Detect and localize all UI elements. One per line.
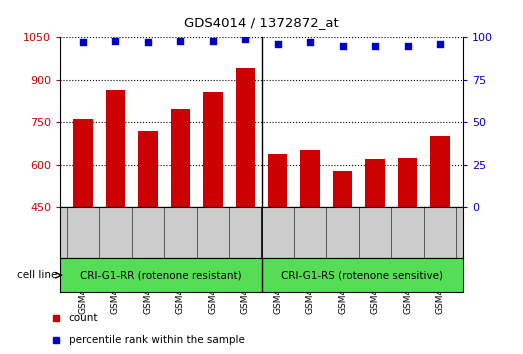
Bar: [138, 131, 157, 207]
Bar: [170, 109, 190, 207]
Text: GDS4014 / 1372872_at: GDS4014 / 1372872_at: [184, 16, 339, 29]
Bar: [268, 154, 288, 207]
Point: [403, 43, 412, 48]
Point: [209, 38, 217, 44]
Point: [338, 43, 347, 48]
Bar: [106, 90, 125, 207]
Point: [111, 38, 120, 44]
Point: [371, 43, 379, 48]
Text: count: count: [69, 313, 98, 323]
Point: [306, 39, 314, 45]
Text: cell line: cell line: [17, 270, 58, 280]
Bar: [203, 92, 222, 207]
Point: [241, 36, 249, 42]
Point: [144, 39, 152, 45]
Bar: [398, 158, 417, 207]
Point: [274, 41, 282, 47]
Point: [176, 38, 185, 44]
Text: CRI-G1-RS (rotenone sensitive): CRI-G1-RS (rotenone sensitive): [281, 270, 443, 280]
Bar: [366, 159, 385, 207]
Bar: [301, 150, 320, 207]
Point: [436, 41, 445, 47]
Point: [78, 39, 87, 45]
Bar: [73, 119, 93, 207]
Bar: [333, 171, 353, 207]
Text: CRI-G1-RR (rotenone resistant): CRI-G1-RR (rotenone resistant): [80, 270, 242, 280]
Bar: [235, 68, 255, 207]
Text: percentile rank within the sample: percentile rank within the sample: [69, 335, 245, 345]
Bar: [430, 136, 450, 207]
